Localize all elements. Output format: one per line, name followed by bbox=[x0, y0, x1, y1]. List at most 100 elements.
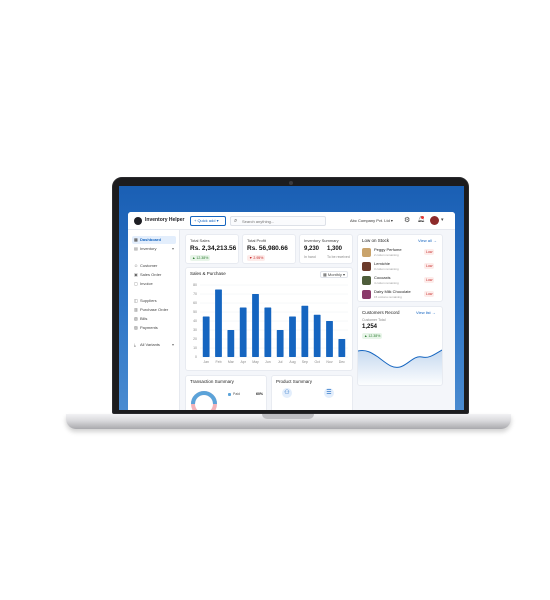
y-tick-label: 80 bbox=[193, 283, 197, 287]
bar[interactable] bbox=[338, 339, 346, 357]
sidebar-item-sales-order[interactable]: ▣ Sales Order bbox=[132, 271, 176, 279]
notification-dot bbox=[421, 216, 424, 219]
sidebar-item-all-variants[interactable]: ⤓ All Variants ▾ bbox=[132, 341, 176, 349]
bar[interactable] bbox=[301, 305, 309, 357]
wallet-icon: ▨ bbox=[134, 325, 138, 330]
x-tick-label: May bbox=[252, 360, 259, 364]
x-tick-label: Jul bbox=[278, 360, 283, 364]
total-profit-label: Total Profit bbox=[247, 238, 266, 243]
laptop-base bbox=[66, 414, 511, 429]
bar[interactable] bbox=[264, 307, 272, 358]
receipt-icon: ▧ bbox=[134, 316, 138, 321]
x-tick-label: Jun bbox=[265, 360, 271, 364]
quick-add-button[interactable]: + Quick add ▾ bbox=[190, 216, 226, 226]
x-tick-label: Oct bbox=[314, 360, 319, 364]
sidebar-item-inventory[interactable]: ▤ Inventory ▾ bbox=[132, 245, 176, 253]
x-tick-label: Aug bbox=[289, 360, 295, 364]
user-icon: ☺ bbox=[134, 263, 139, 268]
bar[interactable] bbox=[202, 316, 210, 358]
bar[interactable] bbox=[215, 289, 222, 358]
chevron-down-icon[interactable]: ▾ bbox=[441, 217, 444, 223]
product-remaining: 15 cottons remaining bbox=[374, 295, 402, 299]
product-name: Peggy Perfume bbox=[374, 247, 402, 252]
brand-name: Inventory Helper bbox=[145, 217, 185, 223]
total-sales-change: ▲ 12.38% bbox=[190, 255, 211, 261]
download-icon: ⤓ bbox=[134, 342, 136, 347]
sidebar-item-payments[interactable]: ▨ Payments bbox=[132, 324, 176, 332]
sidebar-item-bills[interactable]: ▧ Bills bbox=[132, 315, 176, 323]
low-stock-view-all-link[interactable]: View all → bbox=[418, 238, 437, 243]
sidebar-item-dashboard[interactable]: ▦ Dashboard bbox=[132, 236, 176, 244]
to-receive-value: 1,300 bbox=[327, 246, 343, 252]
bar[interactable] bbox=[313, 314, 321, 357]
sidebar-item-label: Purchase Order bbox=[140, 307, 169, 312]
transaction-summary-card: Transaction Summary Paid 60% bbox=[185, 375, 267, 410]
bar[interactable] bbox=[326, 321, 333, 357]
logo-icon bbox=[134, 217, 142, 225]
inventory-summary-label: Inventory Summary bbox=[304, 238, 339, 243]
trend-area bbox=[358, 350, 442, 385]
product-thumbnail bbox=[362, 248, 371, 257]
customers-view-list-link[interactable]: View list → bbox=[416, 310, 436, 315]
truck-icon: ◫ bbox=[134, 298, 138, 303]
x-tick-label: Apr bbox=[240, 360, 246, 364]
list-item[interactable]: Dairy Milk Chocolate 15 cottons remainin… bbox=[362, 288, 435, 302]
bar[interactable] bbox=[289, 316, 296, 358]
x-tick-label: Sep bbox=[302, 360, 308, 364]
bell-icon[interactable]: 🔔︎ bbox=[417, 216, 425, 223]
sidebar: ▦ Dashboard ▤ Inventory ▾ ☺ Customer ▣ Sales … bbox=[128, 230, 180, 410]
in-hand-label: In hand bbox=[304, 255, 316, 259]
camera-icon bbox=[289, 181, 293, 185]
total-sales-card[interactable]: Total Sales Rs. 2,34,213.56 ▲ 12.38% bbox=[185, 234, 239, 264]
sidebar-item-label: Dashboard bbox=[140, 237, 161, 242]
bar[interactable] bbox=[227, 330, 235, 357]
sidebar-item-label: All Variants bbox=[140, 342, 160, 347]
inventory-summary-card[interactable]: Inventory Summary 9,230 In hand 1,300 To… bbox=[299, 234, 353, 264]
avatar[interactable] bbox=[430, 216, 439, 225]
search-input[interactable] bbox=[242, 218, 322, 225]
laptop-notch bbox=[262, 414, 314, 419]
sidebar-item-label: Suppliers bbox=[140, 298, 157, 303]
y-tick-label: 40 bbox=[193, 319, 197, 323]
total-profit-card[interactable]: Total Profit Rs. 56,980.66 ▼ 2.95% bbox=[242, 234, 296, 264]
sidebar-item-purchase-order[interactable]: ▥ Purchase Order bbox=[132, 306, 176, 314]
x-tick-label: Mar bbox=[228, 360, 235, 364]
laptop-screen: Inventory Helper + Quick add ▾ ⌕ Abc Com… bbox=[119, 186, 464, 410]
bar[interactable] bbox=[239, 307, 247, 358]
top-bar: Inventory Helper + Quick add ▾ ⌕ Abc Com… bbox=[128, 212, 455, 230]
list-item[interactable]: Cocoaxis 4 cotton remaining Low bbox=[362, 274, 435, 288]
sidebar-item-suppliers[interactable]: ◫ Suppliers bbox=[132, 297, 176, 305]
transaction-summary-title: Transaction Summary bbox=[190, 379, 234, 384]
laptop-lid: Inventory Helper + Quick add ▾ ⌕ Abc Com… bbox=[112, 177, 469, 414]
y-tick-label: 30 bbox=[193, 328, 197, 332]
suppliers-icon: ⚇ bbox=[282, 388, 292, 398]
period-dropdown[interactable]: ▦ Monthly ▾ bbox=[320, 271, 349, 278]
sidebar-item-invoice[interactable]: ▢ Invoice bbox=[132, 280, 176, 288]
y-tick-label: 10 bbox=[193, 346, 197, 350]
low-stock-title: Low on Stock bbox=[362, 238, 390, 243]
donut-segment bbox=[191, 391, 217, 405]
product-name: Lemichie bbox=[374, 261, 391, 266]
search-box[interactable]: ⌕ bbox=[230, 216, 326, 226]
product-summary-title: Product Summary bbox=[276, 379, 313, 384]
sidebar-item-customer[interactable]: ☺ Customer bbox=[132, 262, 176, 270]
document-icon: ▢ bbox=[134, 281, 138, 286]
list-item[interactable]: Peggy Perfume 2 cotton remaining Low bbox=[362, 246, 435, 260]
x-tick-label: Feb bbox=[215, 360, 221, 364]
product-thumbnail bbox=[362, 262, 371, 271]
dashboard-icon: ▦ bbox=[134, 237, 138, 242]
cart-icon: ▣ bbox=[134, 272, 138, 277]
gear-icon[interactable]: ⚙ bbox=[404, 217, 411, 224]
legend-label: Paid bbox=[233, 392, 241, 396]
x-tick-label: Dec bbox=[339, 360, 345, 364]
bar[interactable] bbox=[252, 294, 259, 357]
sidebar-item-label: Invoice bbox=[140, 281, 153, 286]
company-selector[interactable]: Abc Company Pvt. Ltd ▾ bbox=[350, 218, 393, 223]
chevron-down-icon: ▾ bbox=[390, 218, 393, 223]
list-item[interactable]: Lemichie 3 cotton remaining Low bbox=[362, 260, 435, 274]
product-thumbnail bbox=[362, 276, 371, 285]
product-summary-card: Product Summary ⚇ ☰ bbox=[271, 375, 353, 410]
period-label: Monthly ▾ bbox=[327, 272, 346, 277]
bar[interactable] bbox=[276, 330, 284, 357]
